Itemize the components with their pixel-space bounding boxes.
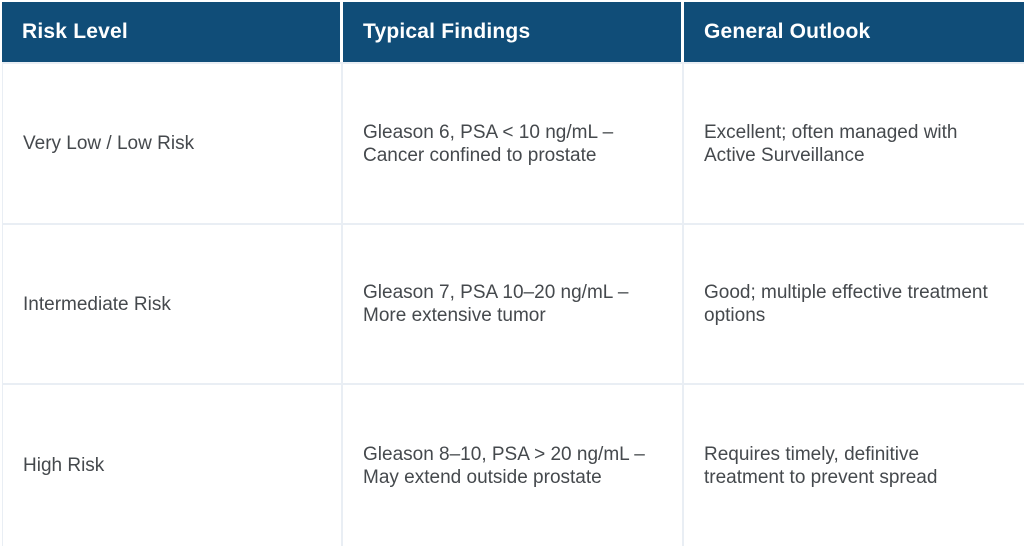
cell-general-outlook: Requires timely, definitive treatment to… — [704, 443, 938, 488]
column-header-risk-level: Risk Level — [2, 2, 343, 62]
column-header-general-outlook: General Outlook — [684, 2, 1024, 62]
cell-typical-findings: Gleason 7, PSA 10–20 ng/mL – More extens… — [343, 225, 684, 383]
cell-risk-level: Very Low / Low Risk — [2, 64, 343, 223]
cell-risk-level: High Risk — [2, 385, 343, 546]
cell-general-outlook: Good; multiple effective treatment optio… — [704, 282, 988, 326]
table-row: Very Low / Low Risk Gleason 6, PSA < 10 … — [2, 64, 1024, 225]
cell-general-outlook: Excellent; often managed with Active Sur… — [704, 121, 958, 166]
cell-typical-findings: Gleason 8–10, PSA > 20 ng/mL – May exten… — [343, 385, 684, 546]
cell-typical-findings: Gleason 6, PSA < 10 ng/mL – Cancer confi… — [343, 64, 684, 223]
cell-risk-level: Intermediate Risk — [2, 225, 343, 383]
table-row: Intermediate Risk Gleason 7, PSA 10–20 n… — [2, 225, 1024, 385]
table-row: High Risk Gleason 8–10, PSA > 20 ng/mL –… — [2, 385, 1024, 546]
table-header-row: Risk Level Typical Findings General Outl… — [2, 2, 1024, 64]
column-header-typical-findings: Typical Findings — [343, 2, 684, 62]
